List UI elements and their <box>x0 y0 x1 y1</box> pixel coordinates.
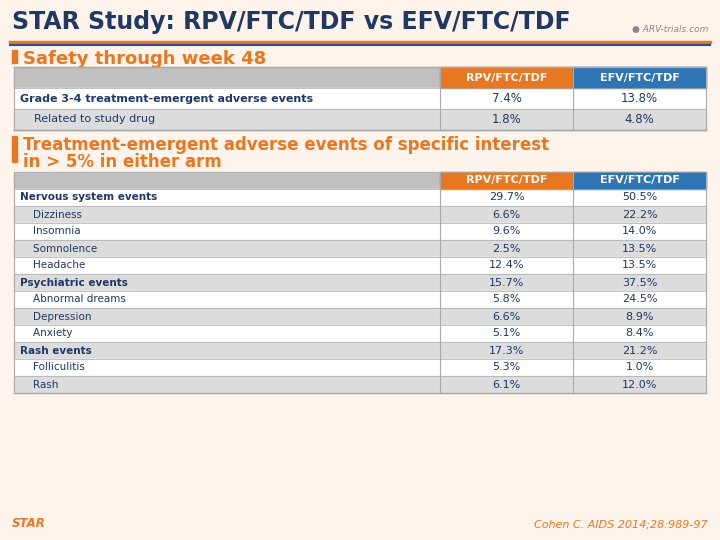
Text: 8.9%: 8.9% <box>625 312 654 321</box>
Text: 6.6%: 6.6% <box>492 312 521 321</box>
Text: 4.8%: 4.8% <box>625 113 654 126</box>
Text: Depression: Depression <box>20 312 91 321</box>
Text: Somnolence: Somnolence <box>20 244 97 253</box>
Bar <box>14 291 706 308</box>
Text: RPV/FTC/TDF: RPV/FTC/TDF <box>466 176 547 186</box>
Text: Anxiety: Anxiety <box>20 328 73 339</box>
Text: 24.5%: 24.5% <box>622 294 657 305</box>
Text: EFV/FTC/TDF: EFV/FTC/TDF <box>600 176 680 186</box>
Text: Rash: Rash <box>20 380 58 389</box>
Text: Treatment-emergent adverse events of specific interest: Treatment-emergent adverse events of spe… <box>23 136 549 154</box>
Bar <box>14 189 706 206</box>
Bar <box>440 172 573 189</box>
Bar <box>14 376 706 393</box>
Text: Cohen C. AIDS 2014;28:989-97: Cohen C. AIDS 2014;28:989-97 <box>534 520 708 530</box>
Bar <box>14 172 706 189</box>
Bar <box>14 308 706 325</box>
Text: Headache: Headache <box>20 260 85 271</box>
Text: 1.8%: 1.8% <box>492 113 521 126</box>
Text: 6.6%: 6.6% <box>492 210 521 219</box>
Text: EFV/FTC/TDF: EFV/FTC/TDF <box>600 72 680 83</box>
Text: 5.8%: 5.8% <box>492 294 521 305</box>
Text: Dizziness: Dizziness <box>20 210 82 219</box>
Text: Rash events: Rash events <box>20 346 91 355</box>
Bar <box>14 257 706 274</box>
Text: 15.7%: 15.7% <box>489 278 524 287</box>
Text: 13.5%: 13.5% <box>622 244 657 253</box>
Text: 21.2%: 21.2% <box>622 346 657 355</box>
Bar <box>12 136 17 162</box>
Bar <box>14 359 706 376</box>
Bar <box>14 67 706 88</box>
Bar <box>14 325 706 342</box>
Text: Safety through week 48: Safety through week 48 <box>23 50 266 68</box>
Text: 7.4%: 7.4% <box>492 92 521 105</box>
Bar <box>14 109 706 130</box>
Text: STAR Study: RPV/FTC/TDF vs EFV/FTC/TDF: STAR Study: RPV/FTC/TDF vs EFV/FTC/TDF <box>12 10 571 34</box>
Text: 17.3%: 17.3% <box>489 346 524 355</box>
Text: Nervous system events: Nervous system events <box>20 192 157 202</box>
Bar <box>14 240 706 257</box>
Bar <box>573 67 706 88</box>
Text: Abnormal dreams: Abnormal dreams <box>20 294 126 305</box>
Text: RPV/FTC/TDF: RPV/FTC/TDF <box>466 72 547 83</box>
Text: 29.7%: 29.7% <box>489 192 524 202</box>
Bar <box>14 88 706 109</box>
Text: Folliculitis: Folliculitis <box>20 362 85 373</box>
Text: 14.0%: 14.0% <box>622 226 657 237</box>
Bar <box>14 342 706 359</box>
Text: 12.0%: 12.0% <box>622 380 657 389</box>
Text: 22.2%: 22.2% <box>621 210 657 219</box>
Bar <box>14 223 706 240</box>
Text: 1.0%: 1.0% <box>626 362 654 373</box>
Bar <box>573 172 706 189</box>
Text: 12.4%: 12.4% <box>489 260 524 271</box>
Text: 5.1%: 5.1% <box>492 328 521 339</box>
Bar <box>14 274 706 291</box>
Text: Psychiatric events: Psychiatric events <box>20 278 128 287</box>
Text: STAR: STAR <box>12 517 46 530</box>
Text: 5.3%: 5.3% <box>492 362 521 373</box>
Bar <box>14 206 706 223</box>
Text: 13.5%: 13.5% <box>622 260 657 271</box>
Text: 50.5%: 50.5% <box>622 192 657 202</box>
Text: 37.5%: 37.5% <box>622 278 657 287</box>
Text: Insomnia: Insomnia <box>20 226 81 237</box>
Text: 8.4%: 8.4% <box>625 328 654 339</box>
Text: Grade 3-4 treatment-emergent adverse events: Grade 3-4 treatment-emergent adverse eve… <box>20 93 313 104</box>
Text: ● ARV-trials.com: ● ARV-trials.com <box>631 25 708 34</box>
Text: 13.8%: 13.8% <box>621 92 658 105</box>
Bar <box>12 50 17 63</box>
Bar <box>440 67 573 88</box>
Text: 2.5%: 2.5% <box>492 244 521 253</box>
Text: in > 5% in either arm: in > 5% in either arm <box>23 153 222 171</box>
Text: 9.6%: 9.6% <box>492 226 521 237</box>
Text: 6.1%: 6.1% <box>492 380 521 389</box>
Text: Related to study drug: Related to study drug <box>20 114 155 125</box>
